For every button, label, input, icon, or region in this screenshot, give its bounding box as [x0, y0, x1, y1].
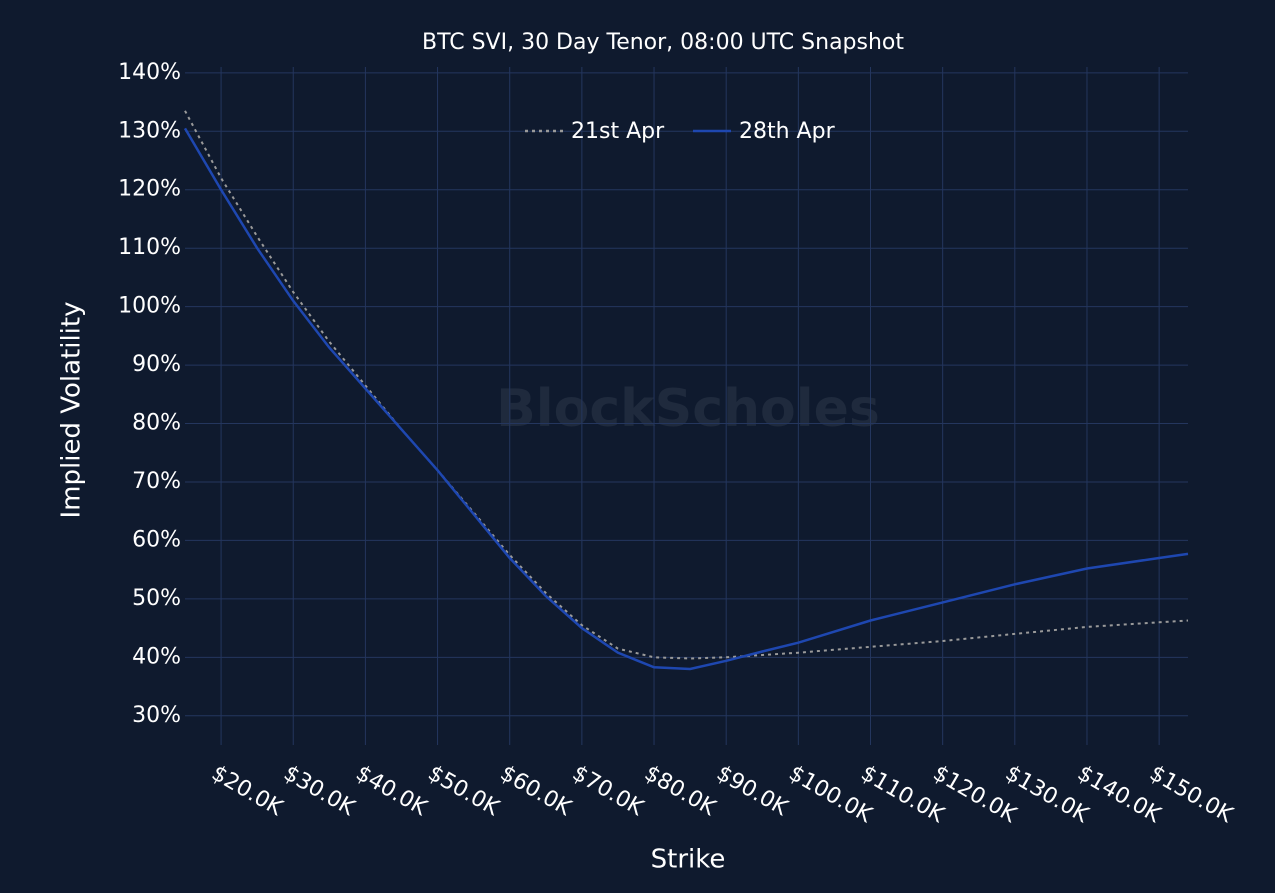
- y-tick-label: 140%: [118, 60, 181, 85]
- y-tick-label: 40%: [132, 644, 181, 669]
- y-tick-label: 80%: [132, 411, 181, 436]
- legend-label: 28th Apr: [739, 119, 836, 144]
- legend-label: 21st Apr: [571, 119, 665, 144]
- y-tick-label: 30%: [132, 703, 181, 728]
- y-tick-label: 120%: [118, 177, 181, 202]
- y-axis-label: Implied Volatility: [57, 302, 87, 519]
- legend-item: 28th Apr: [693, 119, 836, 144]
- watermark: BlockScholes: [496, 379, 880, 439]
- legend-item: 21st Apr: [525, 119, 665, 144]
- series-line: [184, 110, 1189, 660]
- y-tick-label: 130%: [118, 118, 181, 143]
- x-axis-label: Strike: [651, 845, 726, 875]
- series-line: [183, 127, 1189, 671]
- y-tick-label: 100%: [118, 294, 181, 319]
- chart-title: BTC SVI, 30 Day Tenor, 08:00 UTC Snapsho…: [422, 30, 904, 55]
- y-tick-label: 110%: [118, 235, 181, 260]
- y-tick-label: 50%: [132, 586, 181, 611]
- y-tick-label: 90%: [132, 352, 181, 377]
- y-tick-label: 70%: [132, 469, 181, 494]
- y-tick-label: 60%: [132, 527, 181, 552]
